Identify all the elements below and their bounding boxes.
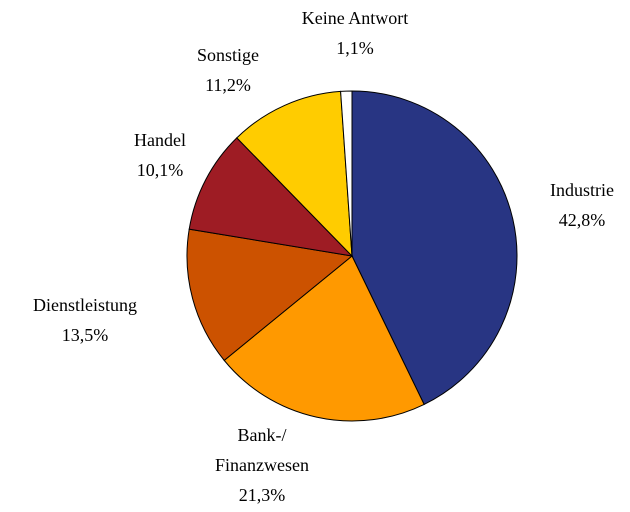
value-label: 11,2%	[205, 75, 251, 95]
slice-label: Dienstleistung 13,5%	[33, 290, 137, 350]
slice-label: Keine Antwort 1,1%	[302, 3, 408, 63]
category-label: Sonstige	[196, 45, 260, 65]
value-label: 10,1%	[136, 160, 184, 180]
slice-label: Handel 10,1%	[134, 125, 186, 185]
slice-label: Bank-/ Finanzwesen 21,3%	[215, 420, 309, 510]
pie-slice	[188, 137, 354, 257]
pie-slice	[223, 255, 425, 422]
value-label: 21,3%	[238, 485, 286, 505]
value-label: 13,5%	[61, 325, 109, 345]
slice-label: Sonstige 11,2%	[197, 40, 259, 100]
pie-slice	[351, 90, 518, 406]
pie-slice	[236, 90, 353, 258]
pie-slice	[186, 228, 354, 362]
category-label: Bank-/ Finanzwesen	[215, 425, 309, 475]
category-label: Dienstleistung	[33, 295, 137, 315]
category-label: Industrie	[550, 180, 614, 200]
category-label: Handel	[134, 130, 186, 150]
value-label: 1,1%	[336, 38, 374, 58]
category-label: Keine Antwort	[301, 8, 409, 28]
pie-slice	[340, 90, 353, 257]
value-label: 42,8%	[558, 210, 606, 230]
slice-label: Industrie 42,8%	[550, 175, 614, 235]
